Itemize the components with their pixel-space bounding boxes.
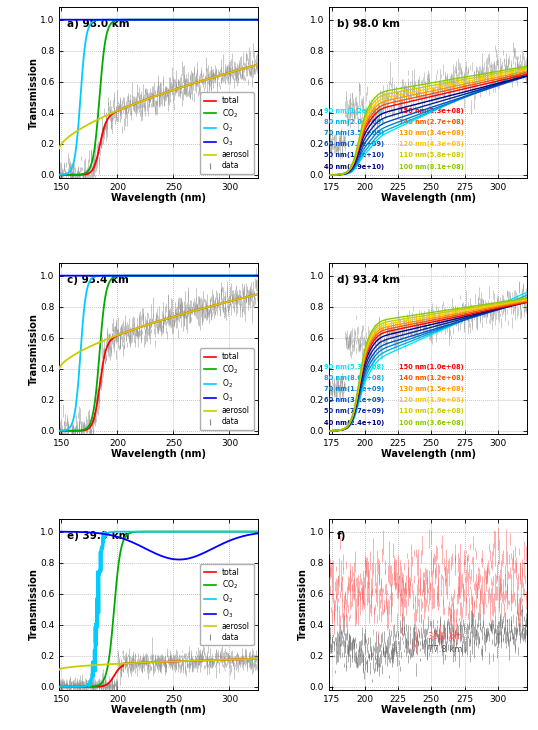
Text: d) 93.4 km: d) 93.4 km bbox=[337, 275, 400, 285]
Y-axis label: Transmission: Transmission bbox=[29, 569, 39, 640]
Text: e) 39.9 km: e) 39.9 km bbox=[67, 531, 130, 541]
Text: 140 nm(2.7e+08): 140 nm(2.7e+08) bbox=[399, 119, 464, 125]
X-axis label: Wavelength (nm): Wavelength (nm) bbox=[380, 449, 476, 459]
Text: 130 nm(1.5e+08): 130 nm(1.5e+08) bbox=[399, 386, 464, 392]
Text: 50 nm(7.7e+09): 50 nm(7.7e+09) bbox=[324, 408, 385, 415]
Text: 150 nm(1.0e+08): 150 nm(1.0e+08) bbox=[399, 364, 464, 370]
Text: 50 nm(1.9e+10): 50 nm(1.9e+10) bbox=[324, 153, 385, 158]
Text: 80 nm(8.6e+08): 80 nm(8.6e+08) bbox=[324, 375, 385, 381]
Text: 60 nm(3.1e+09): 60 nm(3.1e+09) bbox=[324, 397, 385, 404]
Text: 39.9 km: 39.9 km bbox=[428, 631, 462, 641]
Text: 100 nm(3.6e+08): 100 nm(3.6e+08) bbox=[399, 420, 464, 426]
X-axis label: Wavelength (nm): Wavelength (nm) bbox=[111, 449, 206, 459]
Text: 40 nm(5.9e+10): 40 nm(5.9e+10) bbox=[324, 164, 385, 169]
Text: 60 nm(7.5e+09): 60 nm(7.5e+09) bbox=[324, 142, 385, 147]
Text: a) 98.0 km: a) 98.0 km bbox=[67, 19, 130, 29]
Y-axis label: Transmission: Transmission bbox=[298, 569, 308, 640]
Y-axis label: Transmission: Transmission bbox=[29, 57, 39, 128]
Text: 130 nm(3.4e+08): 130 nm(3.4e+08) bbox=[399, 130, 464, 137]
Legend: total, CO$_2$, O$_2$, O$_3$, aerosol, data: total, CO$_2$, O$_2$, O$_3$, aerosol, da… bbox=[201, 564, 254, 645]
Text: 70 nm(1.6e+09): 70 nm(1.6e+09) bbox=[324, 386, 385, 392]
Text: b) 98.0 km: b) 98.0 km bbox=[337, 19, 400, 29]
Text: 90 nm(1.2e+09): 90 nm(1.2e+09) bbox=[324, 108, 385, 114]
Legend: total, CO$_2$, O$_2$, O$_3$, aerosol, data: total, CO$_2$, O$_2$, O$_3$, aerosol, da… bbox=[201, 348, 254, 430]
Y-axis label: Transmission: Transmission bbox=[29, 312, 39, 385]
X-axis label: Wavelength (nm): Wavelength (nm) bbox=[380, 193, 476, 203]
Text: 40 nm(2.4e+10): 40 nm(2.4e+10) bbox=[324, 420, 385, 426]
Text: 90 nm(5.3e+08): 90 nm(5.3e+08) bbox=[324, 364, 385, 370]
Text: 77.8 km: 77.8 km bbox=[428, 645, 463, 654]
Text: 110 nm(5.8e+08): 110 nm(5.8e+08) bbox=[399, 153, 464, 158]
Text: 110 nm(2.6e+08): 110 nm(2.6e+08) bbox=[399, 408, 464, 415]
Text: f): f) bbox=[337, 531, 346, 541]
Text: 80 nm(2.0e+09): 80 nm(2.0e+09) bbox=[324, 119, 385, 125]
Text: 120 nm(1.9e+08): 120 nm(1.9e+08) bbox=[399, 397, 464, 404]
X-axis label: Wavelength (nm): Wavelength (nm) bbox=[111, 193, 206, 203]
Text: 120 nm(4.3e+08): 120 nm(4.3e+08) bbox=[399, 142, 464, 147]
X-axis label: Wavelength (nm): Wavelength (nm) bbox=[111, 705, 206, 715]
Text: 140 nm(1.2e+08): 140 nm(1.2e+08) bbox=[399, 375, 464, 381]
Text: 100 nm(8.1e+08): 100 nm(8.1e+08) bbox=[399, 164, 464, 169]
X-axis label: Wavelength (nm): Wavelength (nm) bbox=[380, 705, 476, 715]
Text: c) 93.4 km: c) 93.4 km bbox=[67, 275, 129, 285]
Text: 150 nm(2.3e+08): 150 nm(2.3e+08) bbox=[399, 108, 464, 114]
Legend: total, CO$_2$, O$_2$, O$_3$, aerosol, data: total, CO$_2$, O$_2$, O$_3$, aerosol, da… bbox=[201, 93, 254, 174]
Text: 70 nm(3.5e+09): 70 nm(3.5e+09) bbox=[324, 130, 385, 137]
